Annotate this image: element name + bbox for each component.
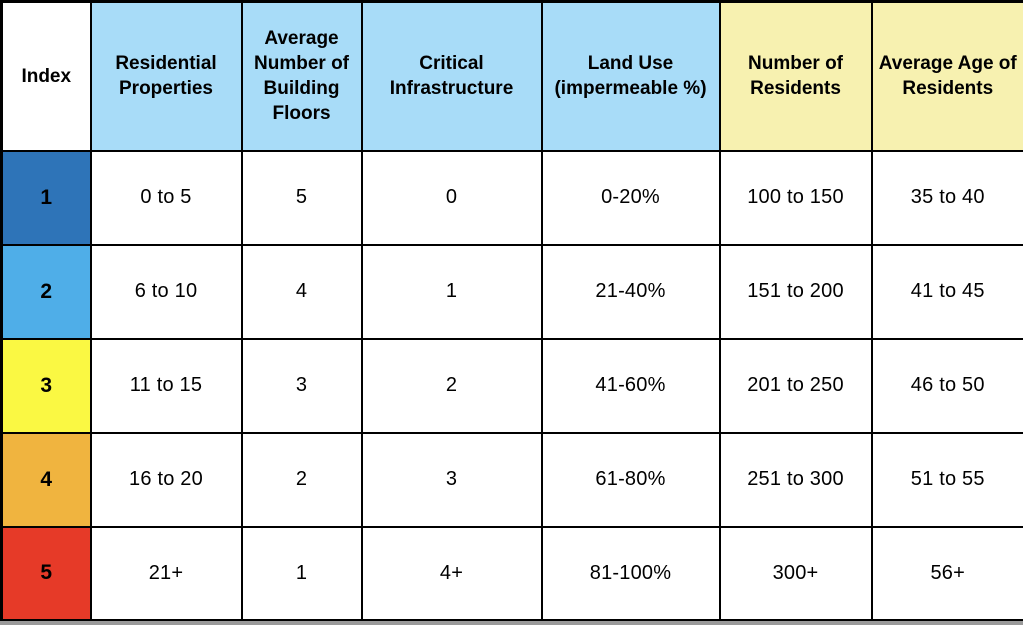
table-cell: 4 (240, 243, 363, 340)
table-body: 1 0 to 5 5 0 0-20% 100 to 150 35 to 40 2… (0, 149, 1023, 623)
table-cell: 61-80% (540, 431, 721, 528)
table-cell: 41 to 45 (870, 243, 1023, 340)
table-cell: 51 to 55 (870, 431, 1023, 528)
header-cell-avg-age-of-residents: Average Age of Residents (870, 0, 1023, 152)
table-cell: 21-40% (540, 243, 721, 340)
index-cell-2: 2 (0, 243, 92, 340)
table-row-2: 2 6 to 10 4 1 21-40% 151 to 200 41 to 45 (0, 243, 1023, 340)
index-cell-4: 4 (0, 431, 92, 528)
table-cell: 81-100% (540, 525, 721, 623)
table-cell: 201 to 250 (718, 337, 873, 434)
index-cell-3: 3 (0, 337, 92, 434)
table-cell: 0-20% (540, 149, 721, 246)
table-cell: 251 to 300 (718, 431, 873, 528)
table-cell: 300+ (718, 525, 873, 623)
table-cell: 4+ (360, 525, 543, 623)
index-cell-1: 1 (0, 149, 92, 246)
header-cell-index: Index (0, 0, 92, 152)
table-cell: 3 (360, 431, 543, 528)
table-cell: 2 (240, 431, 363, 528)
table-cell: 41-60% (540, 337, 721, 434)
table-cell: 0 to 5 (89, 149, 243, 246)
header-row: Index Residential Properties Average Num… (0, 0, 1023, 152)
table-cell: 3 (240, 337, 363, 434)
table-cell: 16 to 20 (89, 431, 243, 528)
table-cell: 56+ (870, 525, 1023, 623)
table-row-1: 1 0 to 5 5 0 0-20% 100 to 150 35 to 40 (0, 149, 1023, 246)
header-cell-residential-properties: Residential Properties (89, 0, 243, 152)
table-cell: 46 to 50 (870, 337, 1023, 434)
table-row-3: 3 11 to 15 3 2 41-60% 201 to 250 46 to 5… (0, 337, 1023, 434)
table-row-5: 5 21+ 1 4+ 81-100% 300+ 56+ (0, 525, 1023, 623)
table-cell: 6 to 10 (89, 243, 243, 340)
header-cell-critical-infrastructure: Critical Infrastructure (360, 0, 543, 152)
header-cell-number-of-residents: Number of Residents (718, 0, 873, 152)
table-cell: 2 (360, 337, 543, 434)
table-cell: 151 to 200 (718, 243, 873, 340)
table-cell: 100 to 150 (718, 149, 873, 246)
header-cell-avg-building-floors: Average Number of Building Floors (240, 0, 363, 152)
header-cell-land-use: Land Use (impermeable %) (540, 0, 721, 152)
index-cell-5: 5 (0, 525, 92, 623)
table-cell: 1 (240, 525, 363, 623)
table-cell: 35 to 40 (870, 149, 1023, 246)
table-cell: 21+ (89, 525, 243, 623)
table-cell: 11 to 15 (89, 337, 243, 434)
page-bottom-edge (0, 621, 1023, 625)
table-cell: 5 (240, 149, 363, 246)
table-header: Index Residential Properties Average Num… (0, 0, 1023, 152)
table-row-4: 4 16 to 20 2 3 61-80% 251 to 300 51 to 5… (0, 431, 1023, 528)
table-cell: 1 (360, 243, 543, 340)
table-cell: 0 (360, 149, 543, 246)
